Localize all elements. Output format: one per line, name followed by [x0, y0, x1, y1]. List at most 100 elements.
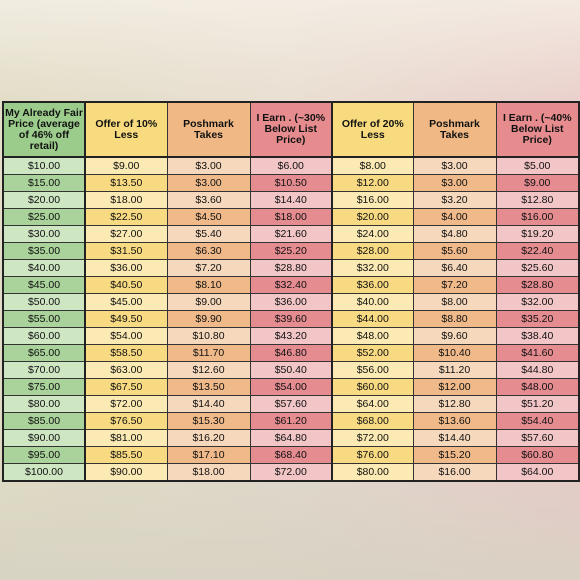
poshmark-takes-20-cell: $4.00: [412, 208, 497, 226]
poshmark-takes-20-cell: $9.60: [412, 327, 497, 345]
offer-10-cell: $54.00: [84, 327, 168, 345]
offer-20-cell: $8.00: [331, 156, 414, 175]
table-row: $60.00 $54.00 $10.80 $43.20 $48.00 $9.60 $38.4…: [2, 327, 580, 345]
poshmark-takes-10-cell: $3.00: [166, 156, 251, 175]
fair-price-cell: $50.00: [2, 293, 86, 311]
fair-price-cell: $10.00: [2, 156, 86, 175]
poshmark-takes-20-cell: $3.00: [412, 174, 497, 192]
offer-20-cell: $60.00: [331, 378, 414, 396]
fair-price-cell: $55.00: [2, 310, 86, 328]
fair-price-cell: $40.00: [2, 259, 86, 277]
earn-30-cell: $28.80: [249, 259, 333, 277]
offer-10-cell: $31.50: [84, 242, 168, 260]
earn-40-cell: $35.20: [495, 310, 580, 328]
offer-20-cell: $20.00: [331, 208, 414, 226]
fair-price-cell: $80.00: [2, 395, 86, 413]
poshmark-takes-10-cell: $12.60: [166, 361, 251, 379]
earn-40-cell: $16.00: [495, 208, 580, 226]
earn-40-cell: $38.40: [495, 327, 580, 345]
offer-10-cell: $36.00: [84, 259, 168, 277]
earn-30-cell: $54.00: [249, 378, 333, 396]
header-offer-20: Offer of 20% Less: [331, 101, 414, 158]
table-row: $65.00 $58.50 $11.70 $46.80 $52.00 $10.40 $41.…: [2, 344, 580, 362]
offer-20-cell: $72.00: [331, 429, 414, 447]
fair-price-cell: $90.00: [2, 429, 86, 447]
poshmark-takes-10-cell: $3.60: [166, 191, 251, 209]
fair-price-cell: $30.00: [2, 225, 86, 243]
offer-10-cell: $58.50: [84, 344, 168, 362]
offer-10-cell: $49.50: [84, 310, 168, 328]
offer-10-cell: $72.00: [84, 395, 168, 413]
offer-10-cell: $81.00: [84, 429, 168, 447]
earn-40-cell: $51.20: [495, 395, 580, 413]
earn-30-cell: $50.40: [249, 361, 333, 379]
offer-10-cell: $18.00: [84, 191, 168, 209]
fair-price-cell: $25.00: [2, 208, 86, 226]
poshmark-takes-20-cell: $3.00: [412, 156, 497, 175]
poshmark-takes-10-cell: $5.40: [166, 225, 251, 243]
fair-price-cell: $100.00: [2, 463, 86, 482]
earn-40-cell: $25.60: [495, 259, 580, 277]
table-row: $10.00 $9.00 $3.00 $6.00 $8.00 $3.00 $5.00: [2, 156, 580, 175]
offer-20-cell: $24.00: [331, 225, 414, 243]
earn-40-cell: $9.00: [495, 174, 580, 192]
poshmark-takes-10-cell: $9.90: [166, 310, 251, 328]
poshmark-takes-10-cell: $15.30: [166, 412, 251, 430]
earn-40-cell: $22.40: [495, 242, 580, 260]
offer-20-cell: $48.00: [331, 327, 414, 345]
offer-20-cell: $80.00: [331, 463, 414, 482]
poshmark-takes-20-cell: $11.20: [412, 361, 497, 379]
earn-30-cell: $32.40: [249, 276, 333, 294]
poshmark-takes-10-cell: $8.10: [166, 276, 251, 294]
poshmark-takes-20-cell: $3.20: [412, 191, 497, 209]
earn-30-cell: $10.50: [249, 174, 333, 192]
earn-30-cell: $14.40: [249, 191, 333, 209]
price-offer-table: My Already Fair Price (average of 46% of…: [2, 101, 580, 482]
offer-20-cell: $76.00: [331, 446, 414, 464]
earn-30-cell: $46.80: [249, 344, 333, 362]
poshmark-takes-10-cell: $17.10: [166, 446, 251, 464]
offer-20-cell: $16.00: [331, 191, 414, 209]
offer-10-cell: $45.00: [84, 293, 168, 311]
earn-40-cell: $44.80: [495, 361, 580, 379]
background-top-glow: [0, 0, 580, 100]
table-row: $45.00 $40.50 $8.10 $32.40 $36.00 $7.20 $28.80: [2, 276, 580, 294]
poshmark-takes-20-cell: $12.80: [412, 395, 497, 413]
offer-10-cell: $63.00: [84, 361, 168, 379]
earn-30-cell: $64.80: [249, 429, 333, 447]
earn-40-cell: $41.60: [495, 344, 580, 362]
earn-30-cell: $68.40: [249, 446, 333, 464]
poshmark-takes-20-cell: $6.40: [412, 259, 497, 277]
poshmark-takes-20-cell: $12.00: [412, 378, 497, 396]
offer-20-cell: $28.00: [331, 242, 414, 260]
poshmark-takes-10-cell: $18.00: [166, 463, 251, 482]
fair-price-cell: $15.00: [2, 174, 86, 192]
poshmark-takes-20-cell: $8.00: [412, 293, 497, 311]
header-poshmark-takes-10: Poshmark Takes: [166, 101, 251, 158]
poshmark-takes-20-cell: $5.60: [412, 242, 497, 260]
table-row: $20.00 $18.00 $3.60 $14.40 $16.00 $3.20 $12.80: [2, 191, 580, 209]
offer-20-cell: $52.00: [331, 344, 414, 362]
table-row: $75.00 $67.50 $13.50 $54.00 $60.00 $12.00 $48.…: [2, 378, 580, 396]
earn-30-cell: $25.20: [249, 242, 333, 260]
header-earn-30: I Earn . (~30% Below List Price): [249, 101, 333, 158]
poshmark-takes-20-cell: $13.60: [412, 412, 497, 430]
fair-price-cell: $20.00: [2, 191, 86, 209]
earn-40-cell: $32.00: [495, 293, 580, 311]
offer-10-cell: $67.50: [84, 378, 168, 396]
fair-price-cell: $45.00: [2, 276, 86, 294]
table-row: $100.00 $90.00 $18.00 $72.00 $80.00 $16.00 $64…: [2, 463, 580, 482]
earn-40-cell: $54.40: [495, 412, 580, 430]
earn-30-cell: $61.20: [249, 412, 333, 430]
earn-40-cell: $19.20: [495, 225, 580, 243]
table-body: $10.00 $9.00 $3.00 $6.00 $8.00 $3.00 $5.00 $15.…: [2, 156, 580, 482]
poshmark-takes-10-cell: $13.50: [166, 378, 251, 396]
poshmark-takes-20-cell: $4.80: [412, 225, 497, 243]
fair-price-cell: $75.00: [2, 378, 86, 396]
earn-30-cell: $18.00: [249, 208, 333, 226]
table-row: $80.00 $72.00 $14.40 $57.60 $64.00 $12.80 $51.…: [2, 395, 580, 413]
table-row: $50.00 $45.00 $9.00 $36.00 $40.00 $8.00 $32.00: [2, 293, 580, 311]
table-row: $85.00 $76.50 $15.30 $61.20 $68.00 $13.60 $54.…: [2, 412, 580, 430]
fair-price-cell: $65.00: [2, 344, 86, 362]
poshmark-takes-10-cell: $10.80: [166, 327, 251, 345]
